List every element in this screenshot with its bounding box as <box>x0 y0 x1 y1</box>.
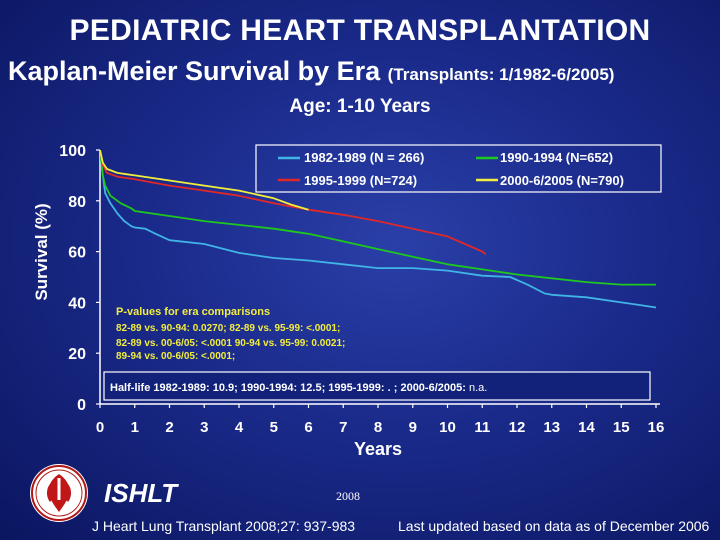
x-tick-label: 11 <box>474 419 490 436</box>
x-tick-label: 9 <box>409 419 417 436</box>
series-line-1 <box>100 150 656 286</box>
last-updated-note: Last updated based on data as of Decembe… <box>398 518 710 534</box>
x-axis-label: Years <box>354 439 402 459</box>
x-tick-label: 5 <box>270 419 278 436</box>
x-tick-label: 16 <box>648 419 665 436</box>
y-axis-label: Survival (%) <box>32 203 51 300</box>
legend-label-1990: 1990-1994 (N=652) <box>500 150 613 165</box>
x-tick-label: 2 <box>165 419 173 436</box>
org-name: ISHLT <box>104 478 178 508</box>
x-tick-label: 3 <box>200 419 208 436</box>
page-title: PEDIATRIC HEART TRANSPLANTATION <box>69 14 651 47</box>
x-tick-label: 10 <box>439 419 456 436</box>
halflife-text: Half-life 1982-1989: 10.9; 1990-1994: 12… <box>110 382 487 394</box>
legend: 1982-1989 (N = 266) 1995-1999 (N=724) 19… <box>255 144 662 193</box>
y-tick-label: 20 <box>68 346 86 363</box>
x-tick-label: 8 <box>374 419 382 436</box>
series-line-3 <box>100 150 309 211</box>
x-tick-label: 7 <box>339 419 347 436</box>
y-tick-label: 60 <box>68 245 86 262</box>
x-tick-label: 0 <box>96 419 104 436</box>
ishlt-logo <box>30 464 88 522</box>
halflife-box: Half-life 1982-1989: 10.9; 1990-1994: 12… <box>103 371 651 401</box>
pvalues-annotation: P-values for era comparisons 82-89 vs. 9… <box>116 306 345 362</box>
legend-label-1982: 1982-1989 (N = 266) <box>304 150 424 165</box>
pvalues-line-1: 82-89 vs. 90-94: 0.0270; 82-89 vs. 95-99… <box>116 323 340 334</box>
x-tick-label: 1 <box>131 419 139 436</box>
subtitle-date-range: (Transplants: 1/1982-6/2005) <box>387 65 615 84</box>
series-line-0 <box>100 150 657 309</box>
x-tick-label: 4 <box>235 419 244 436</box>
y-tick-label: 0 <box>77 397 86 414</box>
y-tick-label: 80 <box>68 194 86 211</box>
citation: J Heart Lung Transplant 2008;27: 937-983 <box>92 518 356 534</box>
series-line-2 <box>100 150 487 255</box>
pvalues-line-3: 89-94 vs. 00-6/05: <.0001; <box>116 351 235 362</box>
x-tick-label: 14 <box>578 419 595 436</box>
y-tick-label: 40 <box>68 295 86 312</box>
x-tick-label: 12 <box>509 419 526 436</box>
legend-label-2000: 2000-6/2005 (N=790) <box>500 173 624 188</box>
x-tick-label: 13 <box>543 419 560 436</box>
pvalues-line-2: 82-89 vs. 00-6/05: <.0001 90-94 vs. 95-9… <box>116 338 345 349</box>
chart-series <box>100 150 657 309</box>
pvalues-title: P-values for era comparisons <box>116 306 270 318</box>
x-tick-label: 6 <box>304 419 312 436</box>
y-tick-label: 100 <box>59 143 86 160</box>
legend-label-1995: 1995-1999 (N=724) <box>304 173 417 188</box>
page-subtitle: Kaplan-Meier Survival by Era (Transplant… <box>8 56 720 87</box>
subtitle-main: Kaplan-Meier Survival by Era <box>8 56 381 86</box>
report-year: 2008 <box>336 489 360 503</box>
age-group-label: Age: 1-10 Years <box>289 96 431 117</box>
x-tick-label: 15 <box>613 419 630 436</box>
